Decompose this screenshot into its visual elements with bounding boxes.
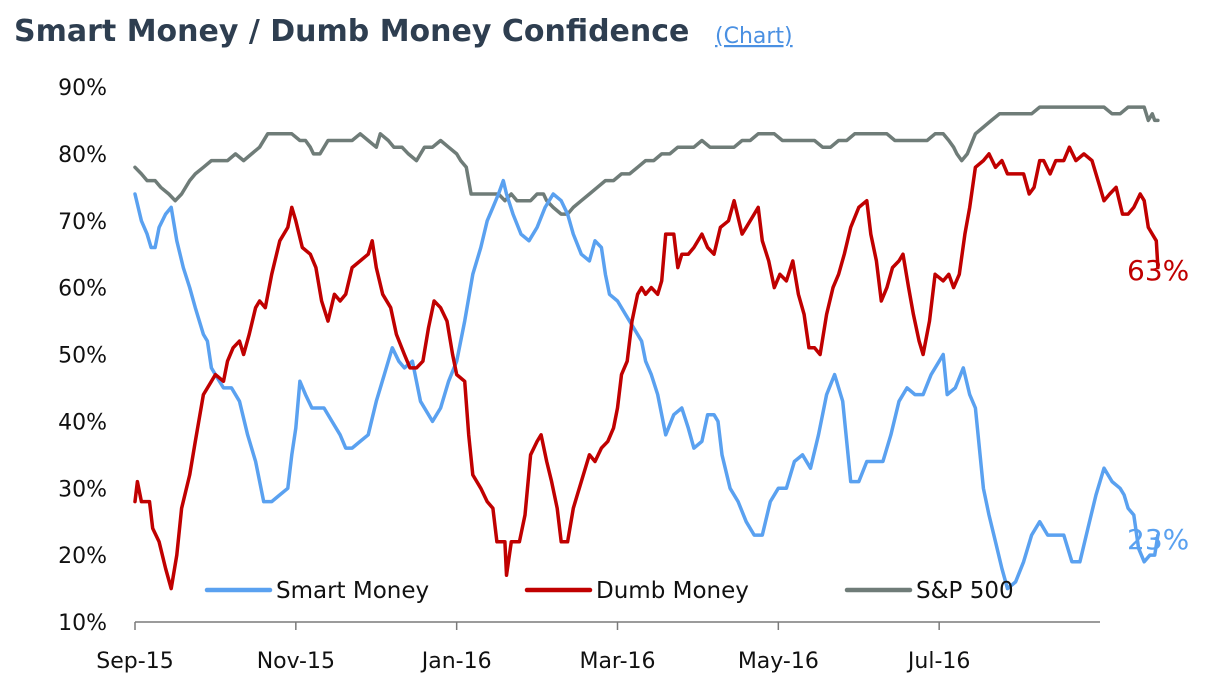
y-axis-ticks: 90% 80% 70% 60% 50% 40% 30% 20% 10% bbox=[58, 76, 107, 636]
legend-label-smart: Smart Money bbox=[276, 578, 429, 604]
y-tick-label: 50% bbox=[58, 344, 107, 369]
x-tick-label: Jul-16 bbox=[906, 649, 970, 674]
y-tick-label: 10% bbox=[58, 611, 107, 636]
x-tick-label: May-16 bbox=[738, 649, 819, 674]
x-axis: Sep-15 Nov-15 Jan-16 Mar-16 May-16 Jul-16 bbox=[96, 621, 1100, 674]
y-tick-label: 70% bbox=[58, 210, 107, 235]
x-tick-label: Sep-15 bbox=[96, 649, 173, 674]
legend-label-sp500: S&P 500 bbox=[916, 578, 1014, 604]
x-tick-label: Jan-16 bbox=[420, 649, 492, 674]
legend-label-dumb: Dumb Money bbox=[596, 578, 749, 604]
smart-series-line bbox=[133, 178, 1160, 591]
dumb-series-line bbox=[133, 145, 1160, 591]
legend: Smart Money Dumb Money S&P 500 bbox=[204, 578, 1014, 604]
x-tick-label: Mar-16 bbox=[579, 649, 655, 674]
series-layer bbox=[133, 105, 1160, 591]
smart-money-end-label: 23% bbox=[1127, 523, 1189, 556]
sp500-series-line bbox=[133, 105, 1160, 216]
y-tick-label: 30% bbox=[58, 477, 107, 502]
y-tick-label: 90% bbox=[58, 76, 107, 101]
chart-link[interactable]: (Chart) bbox=[715, 24, 793, 49]
x-tick-label: Nov-15 bbox=[257, 649, 335, 674]
chart-title: Smart Money / Dumb Money Confidence bbox=[14, 14, 689, 49]
y-tick-label: 80% bbox=[58, 143, 107, 168]
dumb-money-end-label: 63% bbox=[1127, 254, 1189, 287]
y-tick-label: 40% bbox=[58, 410, 107, 435]
y-tick-label: 60% bbox=[58, 277, 107, 302]
y-tick-label: 20% bbox=[58, 544, 107, 569]
